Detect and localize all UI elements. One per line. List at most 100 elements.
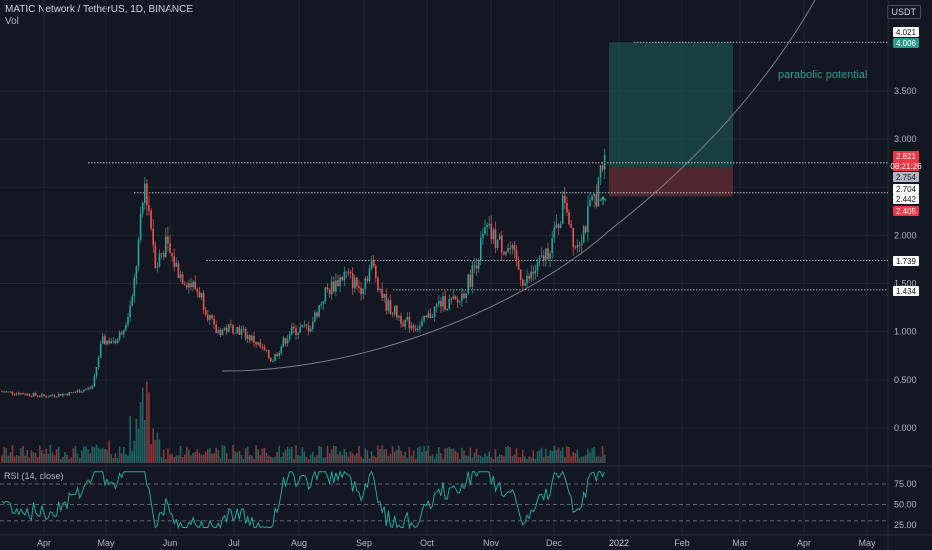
candle — [393, 305, 396, 315]
candle — [454, 296, 457, 300]
candle — [34, 393, 37, 396]
volume-bar — [150, 444, 152, 463]
rsi-label: RSI (14, close) — [4, 471, 64, 481]
x-axis-label: Mar — [732, 538, 748, 548]
candle — [78, 390, 81, 393]
volume-bar — [76, 453, 79, 463]
candle — [343, 271, 346, 281]
candle — [301, 325, 304, 328]
volume-bar — [419, 446, 421, 463]
volume-bar — [526, 458, 528, 463]
price-tag-bg — [893, 194, 919, 204]
volume-bar — [228, 458, 230, 463]
volume-bar — [156, 432, 159, 463]
volume-bar — [284, 449, 287, 463]
price-tag-bg — [893, 206, 919, 216]
candle — [517, 260, 520, 270]
volume-bar — [272, 457, 274, 463]
volume-bar — [207, 449, 209, 463]
volume-bar — [261, 448, 264, 463]
candle — [522, 279, 524, 286]
candle — [414, 328, 417, 330]
candle — [225, 327, 228, 332]
volume-bar — [364, 448, 367, 463]
volume-bar — [473, 452, 476, 463]
volume-bar — [433, 458, 436, 463]
candle — [116, 339, 119, 344]
volume-bar — [347, 456, 350, 463]
volume-bar — [99, 449, 102, 463]
candle — [91, 386, 94, 389]
volume-bar — [498, 454, 501, 463]
volume-bar — [81, 450, 83, 463]
volume-bar — [511, 455, 514, 463]
price-tick-label: 3.000 — [894, 134, 917, 144]
candle — [152, 228, 154, 246]
candle — [139, 213, 142, 240]
target-zone — [609, 42, 733, 168]
volume-bar — [112, 457, 115, 463]
candle — [112, 340, 115, 342]
candle — [55, 396, 58, 398]
volume-bar — [456, 452, 459, 463]
candle — [465, 293, 467, 298]
candle — [108, 340, 110, 344]
candle — [144, 183, 146, 203]
candle — [198, 291, 201, 298]
candle — [114, 340, 117, 344]
candle — [186, 284, 188, 288]
volume-bar — [501, 455, 503, 463]
candle — [362, 288, 364, 295]
price-tag: 4.021 — [893, 27, 919, 37]
candle — [312, 321, 314, 329]
volume-bar — [118, 446, 121, 463]
volume-bar — [524, 456, 526, 463]
rsi-tick-label: 75.00 — [894, 479, 917, 489]
volume-bar — [410, 455, 413, 463]
candle — [270, 357, 272, 362]
volume-bar — [469, 447, 472, 463]
candle — [13, 393, 16, 395]
volume-bar — [32, 452, 35, 463]
volume-bar — [522, 449, 524, 463]
volume-bar — [95, 444, 98, 463]
candle — [360, 287, 362, 295]
volume-bar — [3, 446, 5, 463]
candle — [545, 248, 547, 260]
volume-bar — [171, 453, 173, 463]
candle — [461, 293, 463, 302]
candle — [530, 271, 532, 279]
candle — [68, 392, 70, 396]
candle — [28, 393, 31, 396]
candle — [429, 313, 432, 318]
candle — [200, 292, 203, 298]
volume-bar — [282, 452, 285, 463]
volume-bar — [551, 450, 553, 463]
volume-bar — [530, 457, 532, 463]
volume-bar — [427, 445, 430, 463]
candle — [137, 239, 140, 267]
currency-button[interactable]: USDT — [886, 5, 921, 19]
chart-header: MATIC Network / TetherUS, 1D, BINANCE Vo… — [5, 4, 193, 28]
volume-bar — [181, 456, 184, 463]
volume-bar — [85, 446, 87, 463]
volume-bar — [593, 447, 595, 463]
candle — [41, 394, 43, 397]
candle — [442, 296, 444, 307]
x-axis-label: Feb — [674, 538, 690, 548]
candle — [509, 248, 511, 249]
candle — [484, 227, 486, 234]
volume-bar — [188, 449, 190, 463]
price-tag: 2.704 — [893, 184, 919, 194]
volume-bar — [431, 454, 434, 463]
candle — [425, 315, 427, 318]
volume-bar — [141, 387, 144, 463]
volume-bar — [341, 454, 343, 463]
candle — [519, 269, 522, 280]
volume-bar — [162, 449, 165, 463]
candle — [57, 393, 60, 397]
volume-bar — [354, 455, 356, 463]
candle — [45, 395, 47, 398]
volume-bar — [139, 402, 142, 463]
